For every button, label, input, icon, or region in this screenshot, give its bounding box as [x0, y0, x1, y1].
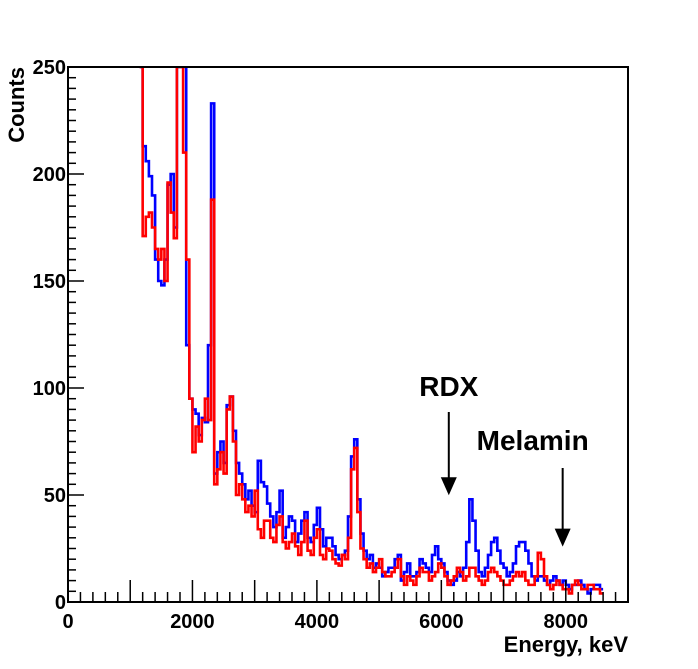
y-tick-label: 250 [33, 57, 66, 79]
x-tick-labels: 0 2000 4000 6000 8000 [62, 611, 588, 633]
x-tick-label: 4000 [295, 611, 340, 633]
annotations: RDX Melamin [419, 371, 589, 547]
series-line-2 [139, 67, 604, 595]
y-tick-label: 100 [33, 378, 66, 400]
y-tick-label: 50 [44, 485, 66, 507]
y-axis-title: Counts [4, 67, 29, 143]
x-axis-title: Energy, keV [504, 632, 629, 657]
y-tick-label: 0 [55, 592, 66, 614]
annotation-label: RDX [419, 371, 478, 402]
annotation-arrow-head [554, 528, 571, 547]
x-tick-label: 0 [62, 611, 73, 633]
series-layer [139, 67, 604, 595]
series-line-1 [139, 67, 604, 595]
y-tick-label: 150 [33, 271, 66, 293]
annotation-arrow-head [440, 477, 457, 496]
x-tick-label: 6000 [419, 611, 464, 633]
x-tick-label: 2000 [170, 611, 215, 633]
y-tick-label: 200 [33, 164, 66, 186]
annotation-label: Melamin [477, 425, 589, 456]
tick-marks [67, 66, 629, 603]
x-tick-label: 8000 [544, 611, 589, 633]
y-tick-labels: 0 50 100 150 200 250 [33, 57, 66, 614]
